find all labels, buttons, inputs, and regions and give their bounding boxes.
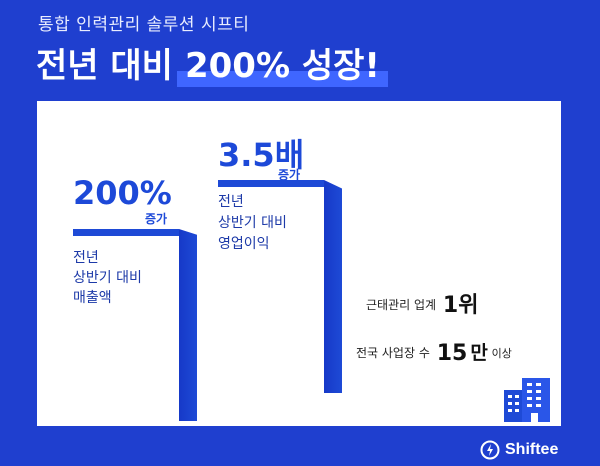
headline-prefix: 전년 대비 (36, 46, 173, 86)
sales-bar-top (73, 229, 179, 236)
shiftee-logo-icon (480, 440, 500, 460)
building-icon (504, 378, 550, 422)
profit-growth-label: 증가 (278, 168, 301, 182)
profit-bar (324, 180, 342, 393)
sales-growth-value: 200% (73, 174, 172, 212)
page-subtitle: 통합 인력관리 솔루션 시프티 (38, 15, 250, 35)
sales-growth-label: 증가 (145, 212, 168, 226)
sales-description: 전년 상반기 대비 매출액 (73, 250, 142, 306)
site-count-value: 15 (436, 341, 468, 366)
site-count: 전국 사업장 수 15 만 이상 (356, 341, 512, 366)
brand-name: Shiftee (505, 441, 559, 458)
profit-growth-value: 3.5배 (218, 136, 305, 174)
page-headline: 전년 대비 200% 성장! (36, 38, 388, 87)
shiftee-logo: Shiftee (480, 440, 558, 460)
headline-highlight: 200% 성장! (176, 38, 388, 87)
industry-rank-value: 1위 (442, 293, 479, 318)
profit-bar-top (218, 180, 324, 187)
stats-card: 200% 증가 전년 상반기 대비 매출액 3.5배 증가 전년 상반기 대비 … (37, 101, 561, 426)
industry-rank: 근태관리 업계 1위 (366, 293, 479, 318)
sales-bar (179, 229, 197, 421)
profit-description: 전년 상반기 대비 영업이익 (218, 194, 287, 252)
